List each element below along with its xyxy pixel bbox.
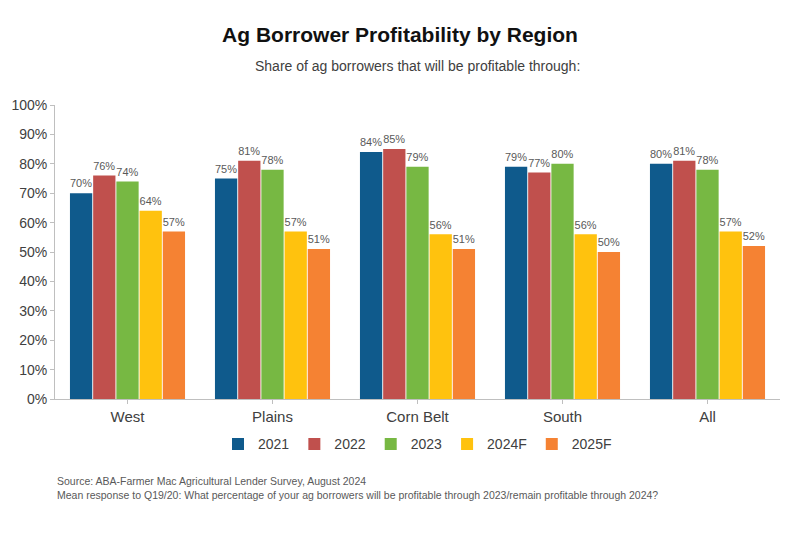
svg-text:57%: 57%: [163, 216, 185, 228]
svg-text:50%: 50%: [19, 244, 47, 260]
svg-text:51%: 51%: [453, 233, 475, 245]
svg-text:80%: 80%: [551, 148, 573, 160]
svg-text:2025F: 2025F: [572, 436, 612, 452]
svg-text:2023: 2023: [411, 436, 442, 452]
svg-text:76%: 76%: [93, 160, 115, 172]
svg-text:74%: 74%: [116, 166, 138, 178]
svg-text:77%: 77%: [528, 157, 550, 169]
svg-text:Mean response to Q19/20: What: Mean response to Q19/20: What percentage…: [57, 489, 658, 501]
svg-text:60%: 60%: [19, 215, 47, 231]
svg-text:Ag Borrower Profitability by R: Ag Borrower Profitability by Region: [222, 23, 578, 46]
svg-text:40%: 40%: [19, 273, 47, 289]
svg-text:10%: 10%: [19, 362, 47, 378]
svg-text:50%: 50%: [598, 236, 620, 248]
svg-text:Share of ag borrowers that wil: Share of ag borrowers that will be profi…: [255, 58, 580, 74]
svg-text:80%: 80%: [650, 148, 672, 160]
svg-text:78%: 78%: [261, 154, 283, 166]
svg-text:57%: 57%: [285, 216, 307, 228]
svg-text:South: South: [543, 408, 582, 425]
svg-text:79%: 79%: [406, 151, 428, 163]
svg-text:70%: 70%: [19, 185, 47, 201]
svg-text:84%: 84%: [360, 136, 382, 148]
svg-text:56%: 56%: [575, 219, 597, 231]
svg-text:30%: 30%: [19, 303, 47, 319]
svg-text:0%: 0%: [27, 391, 47, 407]
svg-text:52%: 52%: [743, 230, 765, 242]
svg-text:78%: 78%: [696, 154, 718, 166]
svg-text:57%: 57%: [720, 216, 742, 228]
svg-text:2022: 2022: [334, 436, 365, 452]
svg-text:20%: 20%: [19, 332, 47, 348]
svg-text:90%: 90%: [19, 126, 47, 142]
svg-text:Plains: Plains: [252, 408, 293, 425]
svg-text:West: West: [111, 408, 146, 425]
svg-text:Source: ABA-Farmer Mac Agricul: Source: ABA-Farmer Mac Agricultural Lend…: [57, 475, 366, 487]
svg-text:81%: 81%: [238, 145, 260, 157]
svg-text:70%: 70%: [70, 177, 92, 189]
svg-text:75%: 75%: [215, 163, 237, 175]
svg-text:Corn Belt: Corn Belt: [386, 408, 449, 425]
svg-text:100%: 100%: [11, 97, 47, 113]
svg-text:2024F: 2024F: [487, 436, 527, 452]
svg-text:2021: 2021: [258, 436, 289, 452]
svg-text:81%: 81%: [673, 145, 695, 157]
svg-text:80%: 80%: [19, 156, 47, 172]
svg-text:64%: 64%: [140, 195, 162, 207]
svg-text:All: All: [699, 408, 716, 425]
svg-text:79%: 79%: [505, 151, 527, 163]
svg-text:85%: 85%: [383, 133, 405, 145]
svg-text:51%: 51%: [308, 233, 330, 245]
svg-text:56%: 56%: [430, 219, 452, 231]
